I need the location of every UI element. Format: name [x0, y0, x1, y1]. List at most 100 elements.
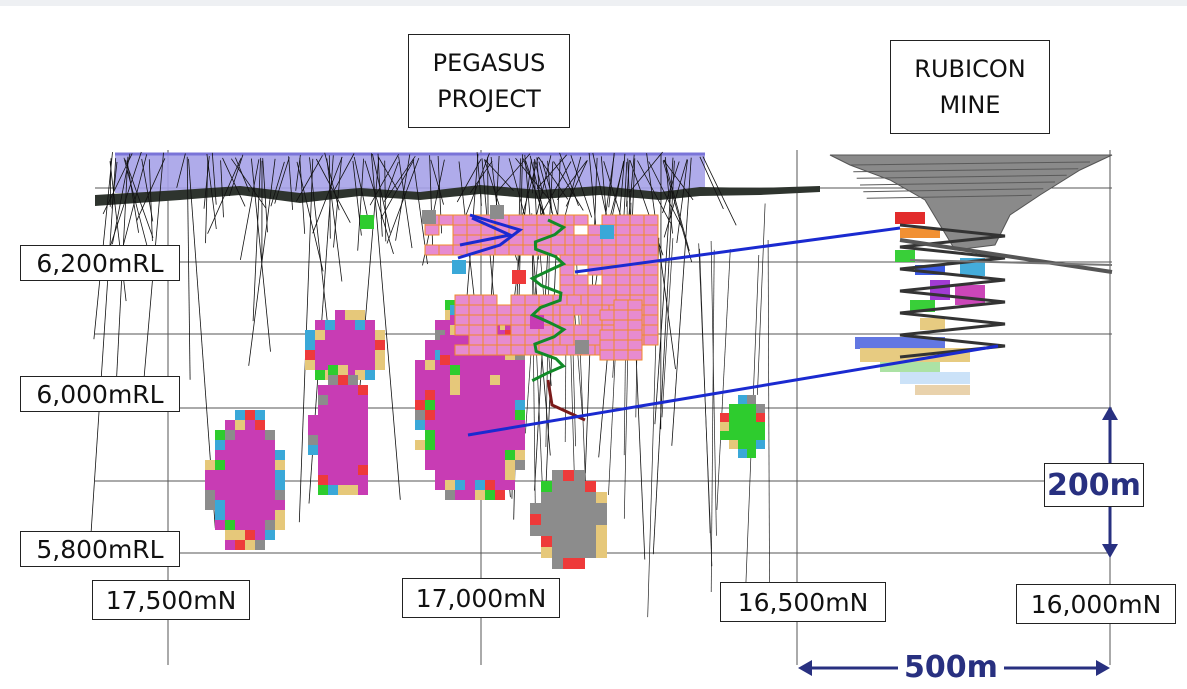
- lode-block: [643, 314, 659, 326]
- grade-block: [338, 405, 348, 415]
- drill-hole: [148, 159, 153, 242]
- lode-block: [627, 319, 643, 331]
- grade-block: [365, 360, 375, 370]
- grade-block: [315, 340, 325, 350]
- grade-block: [355, 310, 365, 320]
- grade-block: [541, 492, 552, 503]
- accent-block: [600, 225, 614, 239]
- lode-block: [613, 299, 629, 311]
- grade-block: [490, 355, 500, 365]
- rubicon-stope: [955, 285, 985, 305]
- horizontal-scale-arrowhead-left: [798, 660, 812, 676]
- grade-block: [747, 395, 756, 404]
- link-line: [467, 344, 999, 437]
- grade-block: [470, 365, 480, 375]
- grade-block: [375, 340, 385, 350]
- drill-hole: [176, 153, 186, 188]
- grade-block: [485, 430, 495, 440]
- rubicon-stope: [895, 212, 925, 224]
- grade-block: [495, 470, 505, 480]
- grade-block: [470, 355, 480, 365]
- grade-block: [495, 400, 505, 410]
- lode-block: [587, 294, 603, 306]
- grade-block: [505, 360, 515, 370]
- drill-hole: [430, 159, 444, 205]
- grade-block: [475, 450, 485, 460]
- grade-block: [552, 503, 563, 514]
- lode-block: [552, 344, 568, 356]
- lode-block: [454, 294, 470, 306]
- rubicon-line-2: MINE: [939, 91, 1001, 119]
- grade-block: [440, 355, 450, 365]
- grade-block: [255, 460, 265, 470]
- lode-block: [468, 344, 484, 356]
- grade-block: [596, 492, 607, 503]
- grade-blocks: [205, 205, 765, 569]
- grade-block: [328, 395, 338, 405]
- grade-block: [318, 475, 328, 485]
- lode-block: [643, 304, 659, 316]
- drill-hole: [626, 160, 630, 207]
- grade-block: [318, 405, 328, 415]
- grade-block: [541, 536, 552, 547]
- grade-block: [455, 490, 465, 500]
- grade-block: [365, 340, 375, 350]
- grade-block: [530, 503, 541, 514]
- drill-hole: [229, 154, 244, 197]
- rubicon-stope: [855, 337, 945, 349]
- grade-block: [205, 460, 215, 470]
- grade-block: [465, 490, 475, 500]
- grade-block: [425, 430, 435, 440]
- drill-hole: [186, 156, 191, 380]
- grade-block: [225, 460, 235, 470]
- grade-block: [318, 445, 328, 455]
- lode-block: [522, 224, 538, 236]
- drill-hole: [383, 155, 416, 202]
- grade-block: [318, 425, 328, 435]
- lode-block: [559, 264, 575, 276]
- grade-block: [445, 470, 455, 480]
- lode-block: [601, 274, 617, 286]
- lode-block: [559, 334, 575, 346]
- grade-block: [425, 460, 435, 470]
- grade-block: [574, 503, 585, 514]
- grade-block: [515, 460, 525, 470]
- grade-block: [225, 430, 235, 440]
- grade-block: [415, 380, 425, 390]
- grade-block: [563, 503, 574, 514]
- grade-block: [305, 330, 315, 340]
- grade-block: [318, 435, 328, 445]
- grade-block: [275, 480, 285, 490]
- grade-block: [348, 375, 358, 385]
- pegasus-line-1: PEGASUS: [432, 49, 546, 77]
- drill-hole: [211, 152, 217, 205]
- grade-block: [425, 380, 435, 390]
- grade-block: [425, 340, 435, 350]
- grade-block: [338, 425, 348, 435]
- lode-block: [613, 329, 629, 341]
- grade-block: [358, 485, 368, 495]
- rubicon-stope: [920, 318, 945, 330]
- grade-block: [505, 440, 515, 450]
- pegasus-decline: [529, 218, 567, 382]
- grade-block: [747, 440, 756, 449]
- grade-block: [475, 490, 485, 500]
- grade-block: [552, 525, 563, 536]
- grade-block: [756, 422, 765, 431]
- lode-block: [524, 294, 540, 306]
- accent-block: [422, 210, 436, 224]
- grade-block: [455, 460, 465, 470]
- grade-block: [563, 492, 574, 503]
- grade-block: [552, 492, 563, 503]
- grade-block: [460, 355, 470, 365]
- grade-block: [305, 340, 315, 350]
- drill-hole: [661, 238, 674, 418]
- drill-hole: [676, 159, 688, 244]
- lode-block: [629, 244, 645, 256]
- grade-block: [720, 422, 729, 431]
- grade-block: [328, 385, 338, 395]
- lode-block: [468, 314, 484, 326]
- accent-block: [575, 340, 589, 354]
- pit-bench: [866, 194, 1032, 199]
- grade-block: [541, 514, 552, 525]
